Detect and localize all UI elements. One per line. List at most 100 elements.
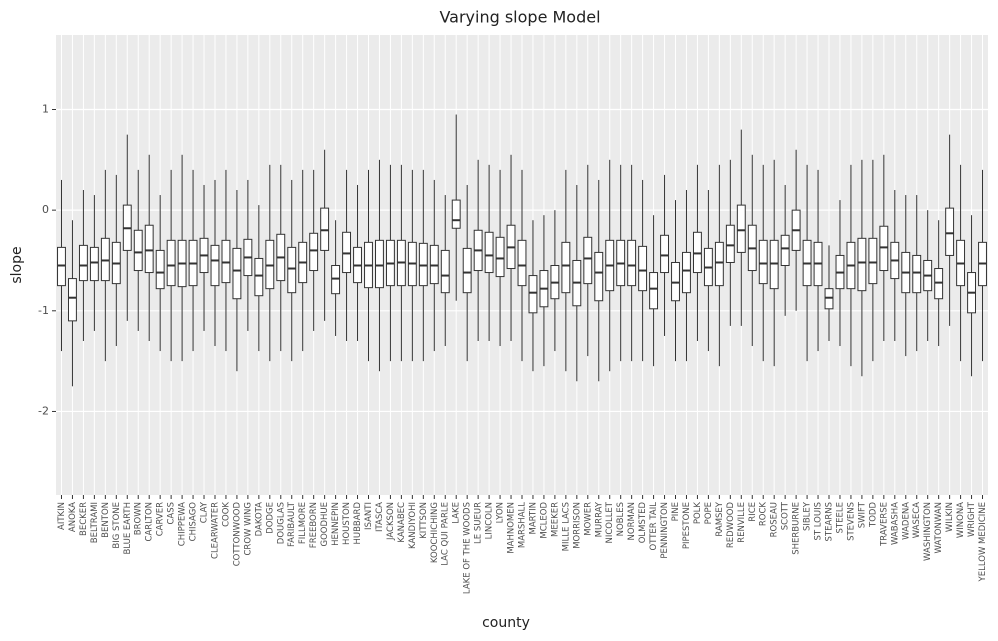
box xyxy=(528,275,538,314)
x-tick-label: CARLTON xyxy=(145,502,155,541)
x-tick-label: RENVILLE xyxy=(737,502,747,543)
x-tick-label: ST LOUIS xyxy=(814,502,824,541)
x-tick-label: KOOCHICHING xyxy=(430,502,440,563)
x-tick-label: COTTONWOOD xyxy=(232,502,242,567)
x-tick-label: LE SUEUR xyxy=(474,502,484,544)
box xyxy=(583,236,593,285)
box xyxy=(418,242,428,287)
x-tick-label: NOBLES xyxy=(616,502,626,536)
box xyxy=(265,239,275,290)
x-tick-label: FILLMORE xyxy=(298,502,308,544)
x-tick-label: BELTRAMI xyxy=(90,502,100,543)
x-tick-label: WATONWAN xyxy=(934,502,944,553)
box xyxy=(309,232,319,272)
x-tick-label: KANDIYOHI xyxy=(408,502,418,549)
x-tick-label: YELLOW MEDICINE xyxy=(978,502,988,582)
x-tick-label: MARSHALL xyxy=(518,502,528,548)
x-tick-label: MEEKER xyxy=(550,502,560,537)
box xyxy=(320,207,330,251)
x-tick-label: PINE xyxy=(671,502,681,521)
box xyxy=(100,237,110,282)
box xyxy=(495,236,505,278)
x-tick-label: SHERBURNE xyxy=(792,502,802,555)
box xyxy=(67,278,77,322)
x-tick-label: NICOLLET xyxy=(605,501,615,543)
x-tick-label: WINONA xyxy=(956,502,966,538)
x-tick-label: RAMSEY xyxy=(715,501,725,536)
box xyxy=(692,231,702,274)
x-tick-label: POLK xyxy=(693,502,703,525)
box xyxy=(857,237,867,292)
x-tick-label: DOUGLAS xyxy=(276,502,286,544)
chart-title: Varying slope Model xyxy=(439,8,600,27)
x-tick-label: MARTIN xyxy=(528,502,538,535)
box xyxy=(912,254,922,294)
x-tick-label: AITKIN xyxy=(57,502,67,530)
box xyxy=(57,246,66,287)
x-tick-label: HENNEPIN xyxy=(331,502,341,546)
box xyxy=(649,272,659,310)
x-tick-label: BENTON xyxy=(101,502,111,538)
x-tick-label: JACKSON xyxy=(386,502,396,541)
box xyxy=(934,268,944,300)
box xyxy=(342,231,352,274)
box xyxy=(736,204,746,253)
box xyxy=(517,239,527,287)
x-tick-label: BLUE EARTH xyxy=(123,502,133,555)
box xyxy=(671,261,680,302)
box xyxy=(780,234,790,267)
box xyxy=(714,241,724,287)
box xyxy=(133,229,143,272)
box xyxy=(945,207,955,256)
x-tick-label: WADENA xyxy=(901,502,911,540)
x-tick-label: PENNINGTON xyxy=(660,502,670,559)
x-tick-label: SWIFT xyxy=(857,501,867,528)
x-tick-label: CASS xyxy=(167,502,177,525)
x-tick-label: PIPESTONE xyxy=(682,502,692,549)
box xyxy=(331,265,341,295)
x-tick-label: WASHINGTON xyxy=(923,502,933,561)
x-tick-label: FREEBORN xyxy=(309,502,319,548)
x-tick-label: ANOKA xyxy=(68,502,78,532)
box xyxy=(561,241,571,294)
x-tick-label: OLMSTED xyxy=(638,502,648,544)
box xyxy=(638,245,648,292)
x-tick-label: LAC QUI PARLE xyxy=(441,502,451,566)
x-tick-label: TRAVERSE xyxy=(879,502,889,547)
x-tick-label: FARIBAULT xyxy=(287,501,297,547)
x-tick-label: TODD xyxy=(868,502,878,528)
x-tick-label: ISANTI xyxy=(364,502,374,530)
box xyxy=(594,251,604,302)
x-tick-label: REDWOOD xyxy=(726,502,736,549)
box xyxy=(440,249,450,294)
y-tick-label: 1 xyxy=(42,102,49,115)
box xyxy=(879,225,889,272)
x-tick-label: MOWER xyxy=(583,502,593,536)
x-tick-label: WABASHA xyxy=(890,502,900,545)
box xyxy=(725,224,735,263)
x-tick-label: LAKE xyxy=(452,502,462,524)
x-tick-label: HOUSTON xyxy=(342,502,352,545)
box xyxy=(89,246,99,282)
x-tick-label: MAHNOMEN xyxy=(507,502,517,554)
x-tick-label: MILLE LACS xyxy=(561,502,571,551)
x-tick-label: BIG STONE xyxy=(112,502,122,549)
box xyxy=(682,251,691,294)
x-tick-label: WRIGHT xyxy=(967,501,977,537)
x-tick-label: OTTER TAIL xyxy=(649,502,659,551)
x-tick-label: KANABEC xyxy=(397,502,407,543)
x-tick-label: MCLEOD xyxy=(539,502,549,539)
box xyxy=(868,237,878,285)
y-tick-label: -1 xyxy=(38,304,49,317)
box xyxy=(451,199,461,229)
box xyxy=(769,239,779,290)
y-axis-label: slope xyxy=(9,246,25,283)
x-tick-label: STEARNS xyxy=(825,502,835,541)
x-tick-label: COOK xyxy=(221,502,231,527)
box xyxy=(484,231,494,274)
x-tick-label: WILKIN xyxy=(945,502,955,532)
x-tick-label: WASECA xyxy=(912,502,922,538)
x-tick-label: MURRAY xyxy=(594,501,604,537)
x-tick-label: LINCOLN xyxy=(485,502,495,539)
